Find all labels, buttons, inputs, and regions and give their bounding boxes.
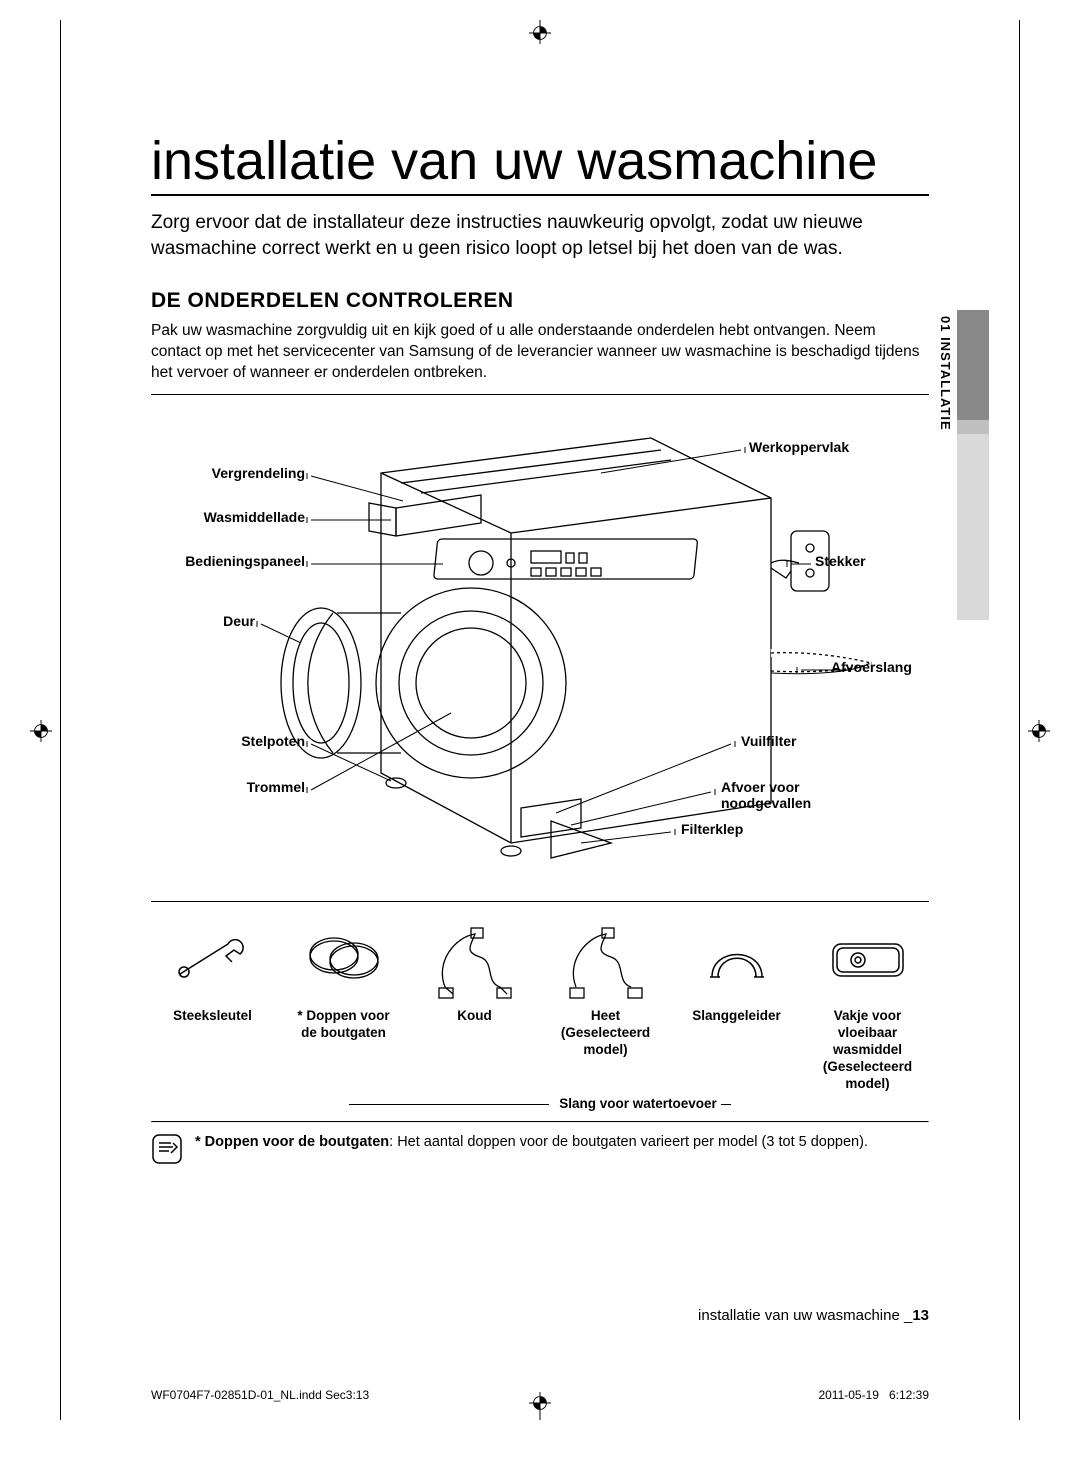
accessory-hose-guide [675, 922, 798, 1008]
label-stelpoten: Stelpoten [201, 733, 305, 749]
registration-mark-icon [1028, 720, 1050, 742]
accessories-row [151, 912, 929, 1008]
accessory-liquid-tray [806, 922, 929, 1008]
accessory-wrench [151, 922, 274, 1008]
accessory-hose-cold [413, 922, 536, 1008]
label-bedieningspaneel: Bedieningspaneel [129, 553, 305, 569]
note: * Doppen voor de boutgaten: Het aantal d… [151, 1133, 929, 1170]
section-body: Pak uw wasmachine zorgvuldig uit en kijk… [151, 321, 929, 384]
label-werkoppervlak: Werkoppervlak [749, 439, 849, 455]
page-title: installatie van uw wasmachine [151, 130, 929, 196]
label-afvoerslang: Afvoerslang [831, 659, 912, 675]
label-trommel: Trommel [219, 779, 305, 795]
page-frame: 01 INSTALLATIE installatie van uw wasmac… [60, 20, 1020, 1420]
washing-machine-illustration [151, 413, 951, 883]
label-vergrendeling: Vergrendeling [145, 465, 305, 481]
note-text: * Doppen voor de boutgaten: Het aantal d… [195, 1133, 868, 1153]
note-icon [151, 1133, 183, 1170]
label-vuilfilter: Vuilfilter [741, 733, 797, 749]
acc-label-tray: Vakje voor vloeibaar wasmiddel (Geselect… [806, 1008, 929, 1092]
print-meta-right: 2011-05-19 6:12:39 [818, 1388, 929, 1402]
label-filterklep: Filterklep [681, 821, 743, 837]
acc-label-hot: Heet (Geselecteerd model) [544, 1008, 667, 1059]
print-meta-left: WF0704F7-02851D-01_NL.indd Sec3:13 [151, 1388, 369, 1402]
acc-label-wrench: Steeksleutel [151, 1008, 274, 1025]
label-wasmiddellade: Wasmiddellade [145, 509, 305, 525]
acc-label-caps: * Doppen voor de boutgaten [282, 1008, 405, 1042]
acc-label-cold: Koud [413, 1008, 536, 1025]
accessories-labels: Steeksleutel * Doppen voor de boutgaten … [151, 1008, 929, 1092]
divider [151, 394, 929, 395]
divider [151, 901, 929, 902]
label-afvoer-nood: Afvoer voor noodgevallen [721, 779, 811, 811]
section-heading: DE ONDERDELEN CONTROLEREN [151, 289, 929, 313]
label-stekker: Stekker [815, 553, 866, 569]
registration-mark-icon [529, 1392, 551, 1414]
label-deur: Deur [195, 613, 255, 629]
page-footer: installatie van uw wasmachine _13 [698, 1307, 929, 1324]
parts-diagram: Vergrendeling Wasmiddellade Bedieningspa… [151, 413, 929, 883]
content-area: installatie van uw wasmachine Zorg ervoo… [61, 20, 1019, 1170]
intro-text: Zorg ervoor dat de installateur deze ins… [151, 210, 929, 261]
divider [151, 1121, 929, 1123]
accessory-hose-hot [544, 922, 667, 1008]
accessory-caps [282, 922, 405, 1008]
hose-span-label: Slang voor watertoevoer [151, 1096, 929, 1111]
registration-mark-icon [30, 720, 52, 742]
acc-label-guide: Slanggeleider [675, 1008, 798, 1025]
